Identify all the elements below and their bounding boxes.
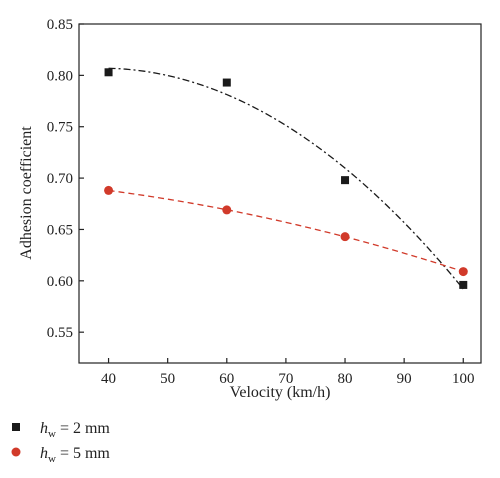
legend-text: = 2 mm: [56, 420, 110, 437]
data-point-series-1: [222, 78, 231, 87]
x-tick-label: 50: [160, 371, 175, 387]
x-tick-label: 90: [397, 371, 412, 387]
y-tick-label: 0.80: [47, 68, 73, 84]
x-tick-label: 80: [338, 371, 353, 387]
legend-text: = 5 mm: [56, 445, 110, 462]
y-axis-title: Adhesion coefficient: [18, 126, 35, 260]
legend-label-series-2: hw = 5 mm: [40, 445, 110, 465]
data-point-series-1: [341, 176, 350, 185]
y-tick-label: 0.65: [47, 222, 73, 238]
legend-marker-series-1: [12, 423, 20, 431]
legend-symbol: h: [40, 420, 48, 437]
data-point-series-2: [340, 232, 350, 242]
data-point-series-2: [458, 267, 468, 277]
legend-subscript: w: [48, 453, 56, 465]
legend-label-series-1: hw = 2 mm: [40, 420, 110, 440]
y-tick-label: 0.60: [47, 274, 73, 290]
x-tick-label: 40: [101, 371, 116, 387]
fit-line-series-1: [108, 67, 464, 290]
y-axis-ticks: 0.55 0.60 0.65 0.70 0.75 0.80 0.85: [47, 17, 84, 341]
data-point-series-2: [104, 185, 114, 195]
data-point-series-2: [222, 205, 232, 215]
y-tick-label: 0.70: [47, 171, 73, 187]
legend-marker-series-2: [11, 447, 21, 457]
fit-line-series-2: [108, 189, 464, 273]
fit-lines: [108, 67, 464, 290]
legend-symbol: h: [40, 445, 48, 462]
x-axis-ticks: 40 50 60 70 80 90 100: [101, 358, 475, 387]
x-tick-label: 70: [278, 371, 293, 387]
x-tick-label: 60: [219, 371, 234, 387]
data-point-series-1: [104, 68, 113, 77]
y-tick-label: 0.85: [47, 17, 73, 33]
y-tick-label: 0.75: [47, 120, 73, 136]
x-tick-label: 100: [452, 371, 475, 387]
plot-frame: [78, 23, 482, 364]
data-markers: [104, 68, 468, 289]
y-tick-label: 0.55: [47, 325, 73, 341]
data-point-series-1: [459, 280, 468, 289]
plot-area: [78, 23, 482, 364]
x-axis-title: Velocity (km/h): [230, 384, 331, 401]
legend-subscript: w: [48, 428, 56, 440]
